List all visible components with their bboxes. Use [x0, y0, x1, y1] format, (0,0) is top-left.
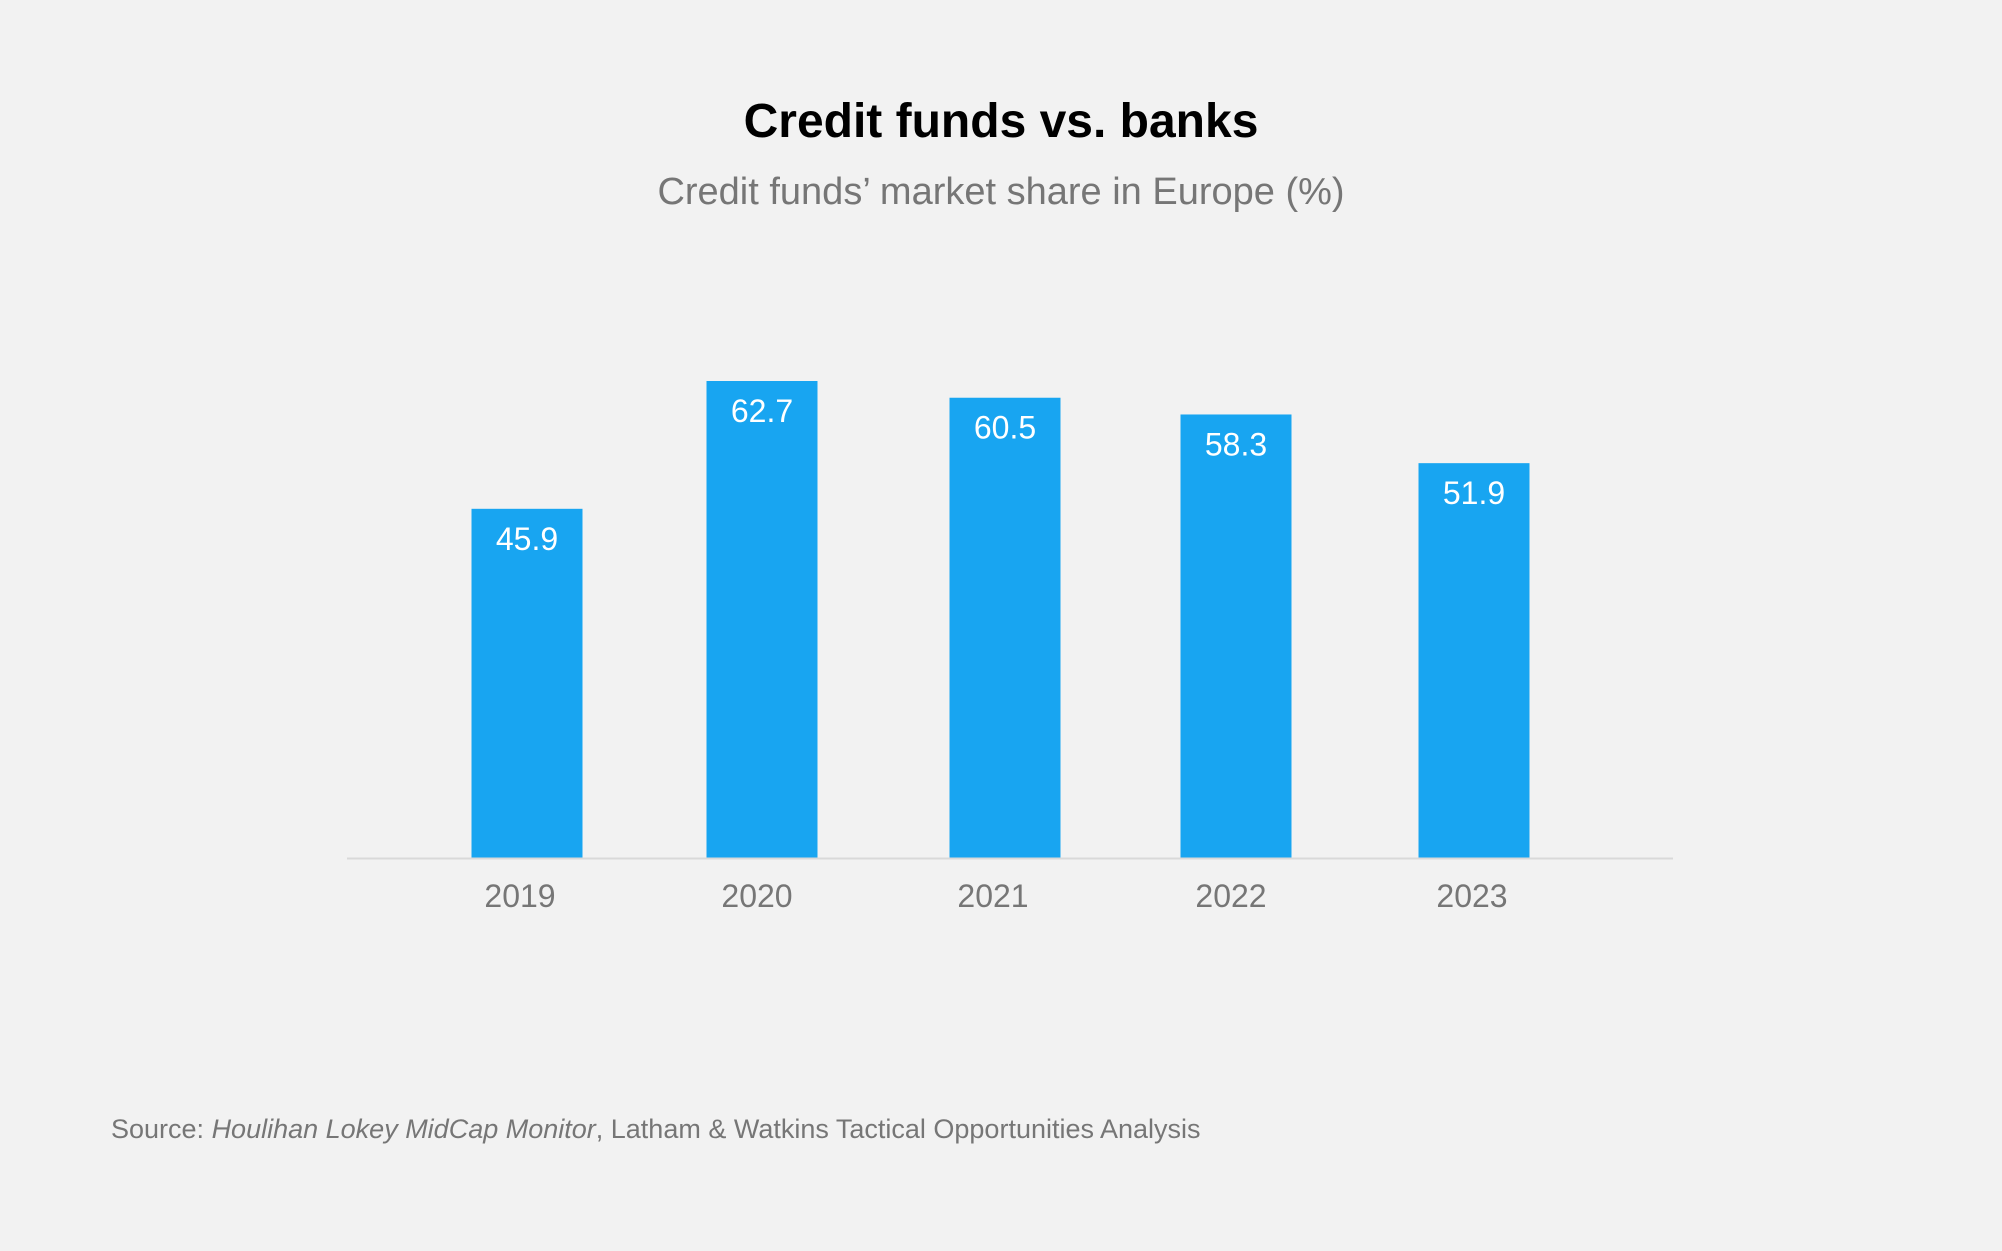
data-label-2019: 45.9	[496, 521, 558, 557]
bar-2019	[471, 508, 583, 858]
data-label-2021: 60.5	[974, 410, 1036, 446]
bars-group	[471, 381, 1530, 858]
source-prefix: Source:	[111, 1114, 212, 1144]
source-note: Source: Houlihan Lokey MidCap Monitor, L…	[111, 1116, 1201, 1143]
x-tick-label-2021: 2021	[957, 878, 1028, 914]
x-tick-label-2020: 2020	[721, 878, 792, 914]
data-labels-group: 45.9 62.7 60.5 58.3 51.9	[496, 393, 1505, 557]
x-tick-label-2022: 2022	[1195, 878, 1266, 914]
x-tick-labels-group: 2019 2020 2021 2022 2023	[484, 878, 1507, 914]
source-suffix: , Latham & Watkins Tactical Opportunitie…	[595, 1114, 1201, 1144]
data-label-2020: 62.7	[731, 393, 793, 429]
data-label-2023: 51.9	[1443, 475, 1505, 511]
bar-2020	[706, 381, 818, 858]
chart-title: Credit funds vs. banks	[743, 95, 1259, 148]
bar-2023	[1418, 463, 1530, 858]
data-label-2022: 58.3	[1205, 426, 1267, 462]
x-tick-label-2019: 2019	[484, 878, 555, 914]
chart-subtitle: Credit funds’ market share in Europe (%)	[657, 171, 1345, 213]
source-publication: Houlihan Lokey MidCap Monitor	[211, 1114, 596, 1144]
bar-2021	[949, 397, 1061, 858]
x-tick-label-2023: 2023	[1436, 878, 1507, 914]
bar-2022	[1180, 414, 1292, 858]
